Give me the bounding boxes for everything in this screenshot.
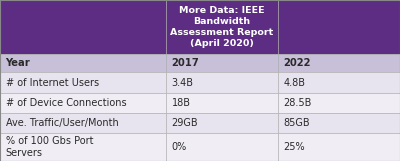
- Bar: [166, 72, 278, 93]
- Text: # of Device Connections: # of Device Connections: [6, 98, 126, 108]
- Bar: [278, 133, 400, 161]
- Bar: [278, 54, 400, 72]
- Text: 2017: 2017: [172, 58, 199, 68]
- Bar: [0, 133, 166, 161]
- Bar: [0, 113, 166, 133]
- Text: 25%: 25%: [284, 142, 305, 152]
- Bar: [278, 72, 400, 93]
- Text: # of Internet Users: # of Internet Users: [6, 77, 99, 88]
- Text: More Data: IEEE
Bandwidth
Assessment Report
(April 2020): More Data: IEEE Bandwidth Assessment Rep…: [170, 6, 274, 48]
- Text: 18B: 18B: [172, 98, 190, 108]
- Text: Ave. Traffic/User/Month: Ave. Traffic/User/Month: [6, 118, 118, 128]
- Text: Year: Year: [6, 58, 30, 68]
- Bar: [166, 54, 278, 72]
- Bar: [166, 93, 278, 113]
- Text: 2022: 2022: [284, 58, 311, 68]
- Text: % of 100 Gbs Port
Servers: % of 100 Gbs Port Servers: [6, 136, 93, 158]
- Bar: [0, 72, 166, 93]
- Text: 0%: 0%: [172, 142, 187, 152]
- Bar: [278, 113, 400, 133]
- Bar: [278, 93, 400, 113]
- Bar: [278, 0, 400, 54]
- Text: 85GB: 85GB: [284, 118, 310, 128]
- Bar: [166, 0, 278, 54]
- Text: 4.8B: 4.8B: [284, 77, 306, 88]
- Bar: [0, 0, 166, 54]
- Bar: [0, 54, 166, 72]
- Text: 3.4B: 3.4B: [172, 77, 194, 88]
- Bar: [166, 113, 278, 133]
- Text: 29GB: 29GB: [172, 118, 198, 128]
- Text: 28.5B: 28.5B: [284, 98, 312, 108]
- Bar: [0, 93, 166, 113]
- Bar: [166, 133, 278, 161]
